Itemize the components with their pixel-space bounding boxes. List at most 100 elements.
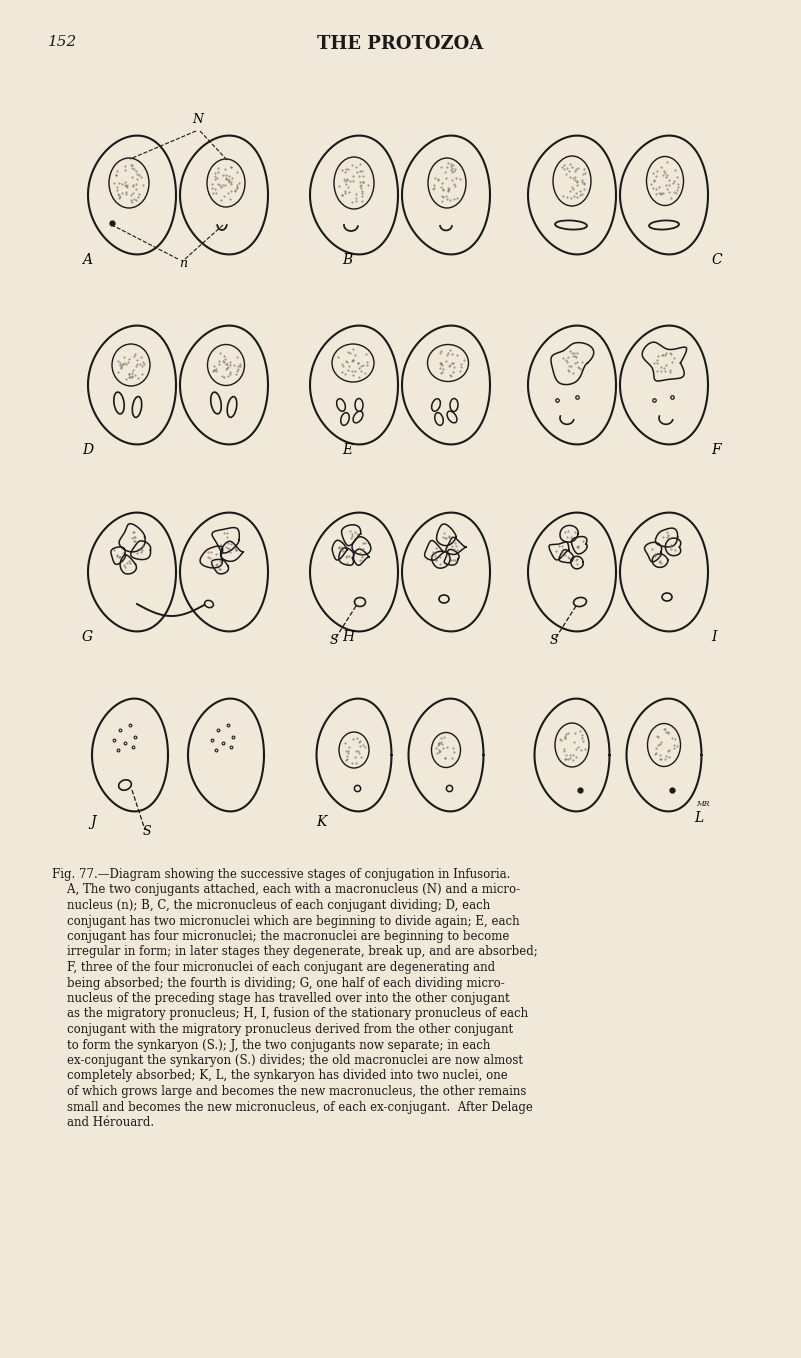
Text: irregular in form; in later stages they degenerate, break up, and are absorbed;: irregular in form; in later stages they … — [52, 945, 537, 959]
Polygon shape — [352, 536, 371, 555]
Ellipse shape — [450, 398, 458, 411]
Ellipse shape — [553, 156, 591, 206]
Polygon shape — [212, 527, 239, 553]
Polygon shape — [200, 546, 223, 568]
Ellipse shape — [132, 397, 142, 417]
Ellipse shape — [432, 732, 461, 767]
Polygon shape — [642, 342, 686, 382]
Polygon shape — [131, 540, 151, 559]
Polygon shape — [310, 136, 398, 254]
Polygon shape — [549, 542, 569, 559]
Polygon shape — [341, 524, 360, 546]
Text: G: G — [82, 630, 93, 644]
Text: K: K — [316, 815, 326, 828]
Text: conjugant with the migratory pronucleus derived from the other conjugant: conjugant with the migratory pronucleus … — [52, 1023, 513, 1036]
Polygon shape — [188, 698, 264, 811]
Polygon shape — [645, 542, 662, 562]
Polygon shape — [425, 540, 445, 561]
Ellipse shape — [555, 722, 589, 767]
Text: MR: MR — [696, 800, 710, 808]
Polygon shape — [180, 512, 268, 631]
Ellipse shape — [353, 411, 363, 422]
Ellipse shape — [447, 411, 457, 422]
Ellipse shape — [207, 159, 245, 206]
Polygon shape — [88, 512, 176, 631]
Polygon shape — [220, 542, 244, 561]
Ellipse shape — [555, 220, 587, 230]
Text: small and becomes the new micronucleus, of each ex-conjugant.  After Delage: small and becomes the new micronucleus, … — [52, 1100, 533, 1114]
Text: as the migratory pronucleus; H, I, fusion of the stationary pronucleus of each: as the migratory pronucleus; H, I, fusio… — [52, 1008, 528, 1020]
Ellipse shape — [649, 220, 679, 230]
Polygon shape — [652, 554, 668, 568]
Ellipse shape — [334, 158, 374, 209]
Text: THE PROTOZOA: THE PROTOZOA — [317, 35, 483, 53]
Polygon shape — [211, 559, 228, 574]
Text: completely absorbed; K, L, the synkaryon has divided into two nuclei, one: completely absorbed; K, L, the synkaryon… — [52, 1070, 508, 1082]
Ellipse shape — [227, 397, 237, 417]
Polygon shape — [571, 536, 587, 554]
Polygon shape — [310, 326, 398, 444]
Polygon shape — [316, 698, 392, 811]
Ellipse shape — [340, 413, 349, 425]
Text: S: S — [143, 826, 151, 838]
Text: N: N — [192, 113, 203, 126]
Ellipse shape — [336, 399, 345, 411]
Polygon shape — [534, 698, 610, 811]
Polygon shape — [551, 342, 594, 384]
Polygon shape — [626, 698, 702, 811]
Ellipse shape — [207, 345, 244, 386]
Polygon shape — [119, 524, 145, 551]
Polygon shape — [92, 698, 168, 811]
Text: being absorbed; the fourth is dividing; G, one half of each dividing micro-: being absorbed; the fourth is dividing; … — [52, 976, 505, 990]
Ellipse shape — [435, 413, 443, 425]
Polygon shape — [620, 326, 708, 444]
Ellipse shape — [432, 399, 441, 411]
Text: nucleus of the preceding stage has travelled over into the other conjugant: nucleus of the preceding stage has trave… — [52, 991, 509, 1005]
Ellipse shape — [355, 398, 363, 411]
Text: D: D — [82, 443, 93, 458]
Text: conjugant has two micronuclei which are beginning to divide again; E, each: conjugant has two micronuclei which are … — [52, 914, 520, 928]
Ellipse shape — [339, 732, 369, 769]
Text: to form the synkaryon (S.); J, the two conjugants now separate; in each: to form the synkaryon (S.); J, the two c… — [52, 1039, 490, 1051]
Polygon shape — [559, 550, 574, 562]
Text: S: S — [550, 634, 558, 646]
Polygon shape — [111, 547, 126, 565]
Polygon shape — [560, 526, 578, 542]
Polygon shape — [528, 512, 616, 631]
Ellipse shape — [332, 344, 374, 382]
Polygon shape — [180, 326, 268, 444]
Polygon shape — [180, 136, 268, 254]
Ellipse shape — [647, 724, 681, 766]
Polygon shape — [310, 512, 398, 631]
Polygon shape — [88, 326, 176, 444]
Text: and Hérouard.: and Hérouard. — [52, 1116, 154, 1128]
Polygon shape — [332, 540, 347, 559]
Text: L: L — [694, 811, 703, 826]
Ellipse shape — [574, 598, 586, 607]
Ellipse shape — [119, 779, 131, 790]
Ellipse shape — [114, 392, 124, 414]
Polygon shape — [339, 547, 354, 565]
Text: nucleus (n); B, C, the micronucleus of each conjugant dividing; D, each: nucleus (n); B, C, the micronucleus of e… — [52, 899, 490, 913]
Polygon shape — [88, 136, 176, 254]
Text: 152: 152 — [48, 35, 77, 49]
Polygon shape — [120, 555, 136, 574]
Ellipse shape — [112, 344, 150, 386]
Text: F, three of the four micronuclei of each conjugant are degenerating and: F, three of the four micronuclei of each… — [52, 961, 495, 974]
Ellipse shape — [204, 600, 213, 607]
Text: n: n — [179, 257, 187, 270]
Ellipse shape — [211, 392, 221, 414]
Text: S: S — [330, 634, 339, 646]
Polygon shape — [446, 538, 466, 554]
Text: conjugant has four micronuclei; the macronuclei are beginning to become: conjugant has four micronuclei; the macr… — [52, 930, 509, 942]
Polygon shape — [666, 538, 681, 555]
Text: A, The two conjugants attached, each with a macronucleus (N) and a micro-: A, The two conjugants attached, each wit… — [52, 884, 520, 896]
Text: C: C — [711, 253, 722, 268]
Text: B: B — [342, 253, 352, 268]
Text: Fig. 77.—Diagram showing the successive stages of conjugation in Infusoria.: Fig. 77.—Diagram showing the successive … — [52, 868, 510, 881]
Polygon shape — [655, 528, 678, 547]
Polygon shape — [437, 524, 457, 546]
Polygon shape — [620, 512, 708, 631]
Polygon shape — [353, 549, 369, 565]
Polygon shape — [402, 136, 490, 254]
